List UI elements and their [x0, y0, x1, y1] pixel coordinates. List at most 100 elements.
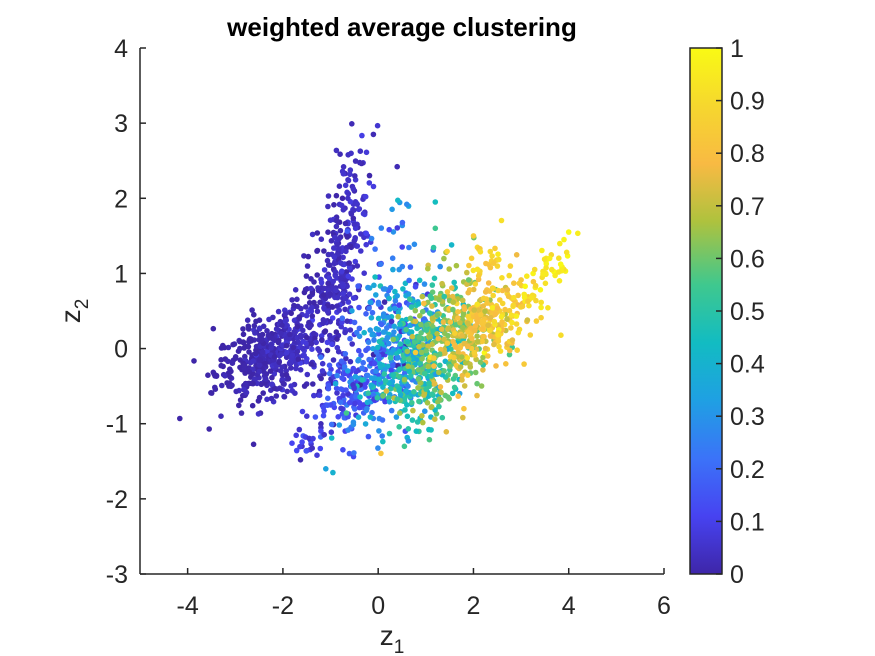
- data-point: [404, 402, 410, 408]
- data-point: [524, 317, 531, 323]
- data-point: [372, 274, 378, 280]
- data-point: [402, 407, 408, 413]
- data-point: [395, 309, 402, 316]
- data-point: [277, 385, 283, 392]
- data-point: [363, 149, 370, 156]
- data-point: [390, 372, 397, 378]
- data-point: [303, 312, 310, 319]
- colorbar-ticks: 0 0.1 0.2 0.3 0.4 0.5 0.6 0.7 0.8 0.9 1: [716, 35, 765, 589]
- data-point: [396, 302, 403, 308]
- data-point: [300, 338, 307, 345]
- data-point: [331, 260, 338, 267]
- data-point: [279, 364, 286, 370]
- data-point: [347, 167, 354, 173]
- data-point: [457, 320, 463, 326]
- data-point: [384, 325, 390, 331]
- data-point: [513, 313, 520, 319]
- data-point: [333, 329, 340, 335]
- data-point: [323, 466, 329, 472]
- data-point: [435, 335, 442, 342]
- data-point: [411, 339, 418, 345]
- data-point: [299, 345, 306, 352]
- data-point: [499, 287, 506, 294]
- data-point: [320, 292, 327, 298]
- data-point: [407, 264, 414, 270]
- data-point: [381, 299, 388, 305]
- data-point: [474, 333, 480, 340]
- data-point: [365, 284, 371, 291]
- data-point: [304, 286, 310, 292]
- data-point: [290, 344, 297, 351]
- data-point: [294, 296, 300, 303]
- data-point: [301, 352, 308, 359]
- data-point: [322, 328, 329, 334]
- data-point: [484, 300, 490, 306]
- data-point: [296, 314, 303, 320]
- colorbar-tick-label: 0.9: [730, 88, 765, 116]
- data-point: [477, 359, 484, 366]
- data-point: [218, 413, 224, 420]
- y-axis-ticks: -3 -2 -1 0 1 2 3 4: [106, 35, 146, 589]
- data-point: [521, 361, 527, 367]
- data-point: [465, 329, 471, 335]
- data-point: [264, 328, 270, 334]
- data-point: [422, 408, 428, 415]
- data-point: [377, 261, 384, 268]
- data-point: [276, 359, 283, 366]
- data-point: [352, 373, 359, 380]
- data-point: [339, 268, 345, 275]
- data-point: [389, 206, 395, 213]
- data-point: [321, 248, 327, 254]
- data-point: [474, 392, 480, 399]
- data-point: [325, 382, 332, 389]
- data-point: [345, 177, 351, 183]
- data-point: [394, 163, 401, 170]
- data-point: [431, 355, 437, 361]
- data-point: [509, 337, 516, 343]
- data-point: [404, 413, 411, 420]
- data-point: [344, 318, 351, 325]
- data-point: [380, 384, 386, 391]
- data-point: [324, 257, 331, 264]
- data-point: [479, 338, 486, 345]
- data-point: [415, 367, 422, 373]
- data-point: [526, 302, 532, 309]
- data-point: [354, 243, 361, 249]
- data-point: [524, 273, 530, 280]
- data-point: [461, 383, 468, 389]
- data-point: [283, 335, 290, 342]
- data-point: [479, 319, 486, 326]
- data-point: [347, 171, 353, 178]
- data-point: [502, 306, 508, 313]
- data-point: [505, 293, 512, 300]
- data-point: [401, 376, 408, 383]
- data-point: [462, 360, 469, 366]
- data-point: [444, 289, 451, 295]
- data-point: [310, 381, 316, 387]
- data-point: [303, 304, 309, 310]
- data-point: [423, 327, 430, 334]
- data-point: [386, 295, 392, 302]
- data-point: [436, 403, 442, 410]
- data-point: [276, 337, 282, 344]
- data-point: [275, 308, 282, 315]
- data-point: [368, 382, 375, 389]
- data-point: [359, 132, 365, 139]
- data-point: [328, 421, 335, 428]
- data-point: [406, 277, 412, 284]
- data-point: [490, 260, 497, 267]
- data-point: [356, 399, 363, 406]
- data-point: [496, 256, 502, 263]
- data-point: [426, 380, 432, 387]
- data-point: [376, 274, 382, 280]
- data-point: [301, 253, 307, 259]
- data-point: [393, 414, 400, 420]
- data-point: [225, 344, 232, 351]
- data-point: [384, 334, 391, 341]
- data-point: [298, 333, 305, 339]
- data-point: [251, 376, 258, 382]
- data-point: [390, 362, 396, 369]
- data-point: [339, 319, 345, 326]
- data-point: [218, 357, 224, 363]
- data-point: [403, 326, 409, 333]
